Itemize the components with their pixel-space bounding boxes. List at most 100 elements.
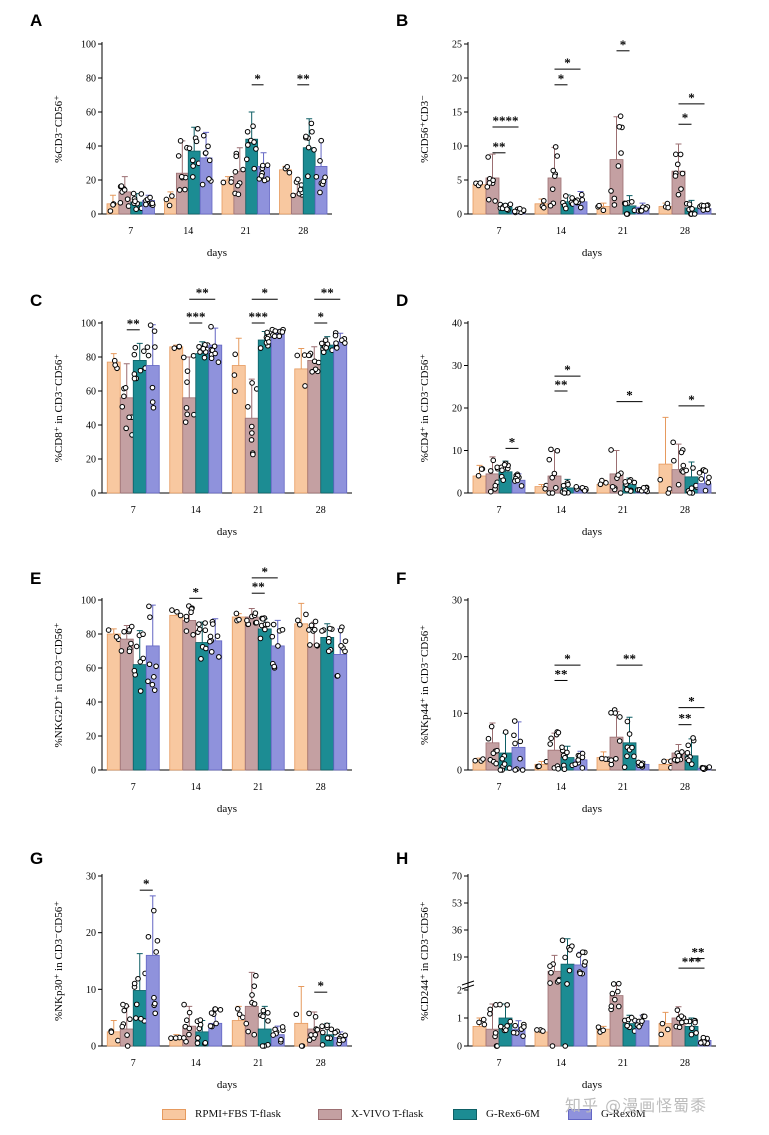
point-c-xvivo-2-1 <box>249 430 255 436</box>
legend-label-xvivo: X-VIVO T-flask <box>351 1108 424 1120</box>
point-g-rpmi-1-2 <box>168 1035 174 1042</box>
point-a-grex66m-1-7 <box>190 174 196 180</box>
point-g-xvivo-2-7 <box>245 1028 251 1035</box>
y-tick-label-c-0: 0 <box>91 489 96 500</box>
error-bar-c-grex66m-0 <box>136 342 143 361</box>
point-c-grex6m-0-6 <box>151 328 158 334</box>
point-g-xvivo-2-4 <box>249 992 255 998</box>
point-b-grex66m-2-3 <box>622 200 629 207</box>
sig-label-d-4: * <box>688 392 695 407</box>
point-e-xvivo-3-2 <box>312 618 319 625</box>
panel-d: D 0 10 20 30 40 %CD4⁺ in CD3⁻CD56⁺ days 7 14 21 28 *… <box>396 291 716 538</box>
point-f-xvivo-2-3 <box>617 714 623 720</box>
point-e-grex66m-0-5 <box>131 667 138 674</box>
error-bar-e-grex6m-0 <box>149 604 156 646</box>
x-tick-label-h-0: 7 <box>497 1058 502 1069</box>
point-d-grex66m-1-3 <box>565 481 571 488</box>
x-tick-label-b-0: 7 <box>497 226 502 237</box>
point-g-rpmi-0-1 <box>108 1029 115 1035</box>
point-e-grex6m-2-6 <box>279 626 286 633</box>
bar-e-grex6m-3 <box>333 654 348 771</box>
point-h-grex66m-3-3 <box>692 1019 698 1026</box>
point-d-xvivo-1-6 <box>553 484 559 491</box>
point-c-xvivo-3-7 <box>315 359 322 366</box>
point-b-xvivo-0-4 <box>492 198 498 204</box>
point-h-grex6m-1-5 <box>582 959 588 965</box>
point-e-xvivo-2-7 <box>252 610 259 616</box>
y-axis-title-h: %CD244⁺ in CD3⁻CD56⁺ <box>419 901 431 1021</box>
point-b-grex66m-1-4 <box>562 193 569 199</box>
bar-h-grex66m-1 <box>560 963 575 1047</box>
point-c-xvivo-0-0 <box>123 425 129 432</box>
point-e-grex66m-2-3 <box>260 616 266 622</box>
error-bar-b-xvivo-3 <box>675 143 682 172</box>
point-c-grex66m-2-0 <box>257 345 264 351</box>
point-f-xvivo-2-4 <box>608 757 615 763</box>
point-b-xvivo-3-3 <box>679 170 686 177</box>
point-c-xvivo-2-5 <box>245 403 251 410</box>
point-d-rpmi-2-2 <box>597 481 604 488</box>
point-e-grex6m-2-1 <box>270 621 277 628</box>
point-c-grex66m-3-5 <box>318 340 325 347</box>
point-d-grex6m-3-4 <box>705 479 712 486</box>
point-g-xvivo-3-7 <box>312 1031 319 1038</box>
point-e-grex6m-3-1 <box>334 672 341 679</box>
bar-e-rpmi-3 <box>294 623 309 771</box>
point-g-grex6m-3-7 <box>340 1037 346 1043</box>
y-tick-label-g-2: 20 <box>86 928 96 939</box>
point-g-grex66m-0-6 <box>138 1015 144 1022</box>
point-f-xvivo-2-0 <box>613 755 619 762</box>
point-h-grex66m-2-5 <box>624 1022 630 1029</box>
y-tick-label-e-4: 80 <box>86 630 96 641</box>
point-f-grex6m-1-5 <box>572 761 579 768</box>
y-tick-label-e-5: 100 <box>81 596 96 607</box>
sig-label-e-2: * <box>262 564 269 579</box>
point-h-grex66m-1-7 <box>566 967 573 974</box>
point-b-grex6m-0-7 <box>517 205 523 212</box>
point-e-xvivo-1-1 <box>190 631 196 638</box>
point-d-xvivo-2-7 <box>615 472 622 478</box>
x-tick-label-g-1: 14 <box>191 1058 201 1069</box>
point-f-grex66m-2-6 <box>631 753 637 760</box>
point-d-grex6m-0-7 <box>514 477 521 484</box>
point-c-grex6m-0-2 <box>149 399 156 405</box>
point-b-xvivo-3-5 <box>672 173 679 179</box>
x-axis-title-g: days <box>217 1079 237 1091</box>
point-d-grex6m-3-1 <box>698 476 705 482</box>
point-b-grex6m-2-7 <box>643 206 649 212</box>
point-c-grex6m-2-7 <box>271 333 278 340</box>
sig-label-h-1: ** <box>692 945 705 960</box>
point-c-grex66m-2-6 <box>264 329 270 336</box>
point-c-grex6m-3-7 <box>333 345 340 351</box>
point-g-grex66m-2-5 <box>265 1010 271 1016</box>
bar-c-grex6m-3 <box>333 341 348 494</box>
point-e-grex66m-1-3 <box>196 626 203 633</box>
sig-label-d-0: * <box>509 434 516 449</box>
point-f-grex66m-3-5 <box>688 761 695 767</box>
point-b-grex6m-1-7 <box>573 199 579 205</box>
sig-label-e-0: * <box>193 584 200 599</box>
point-d-grex66m-2-1 <box>631 479 638 486</box>
legend-item-grex6m: G-Rex6M <box>568 1108 646 1120</box>
point-h-xvivo-2-7 <box>612 996 618 1003</box>
point-b-grex6m-2-6 <box>638 207 645 214</box>
point-f-grex66m-0-4 <box>497 767 504 773</box>
axis-break-mark-h <box>461 980 475 990</box>
bar-b-rpmi-0 <box>472 184 487 215</box>
y-tick-label-e-2: 40 <box>86 698 96 709</box>
point-h-grex66m-3-6 <box>693 1030 699 1036</box>
point-d-xvivo-2-4 <box>608 447 614 453</box>
y-tick-label-f-2: 20 <box>452 652 462 663</box>
point-g-grex6m-1-2 <box>213 1020 219 1027</box>
point-g-xvivo-2-1 <box>253 972 259 979</box>
point-h-xvivo-2-5 <box>609 990 616 997</box>
point-a-rpmi-2-1 <box>228 179 235 185</box>
x-tick-label-c-2: 21 <box>253 505 263 516</box>
point-h-grex6m-0-6 <box>512 1022 518 1029</box>
y-tick-label-h-0: 0 <box>457 1042 462 1053</box>
point-g-xvivo-1-0 <box>181 1001 187 1008</box>
sig-label-b-3: * <box>564 55 571 70</box>
point-a-grex6m-2-4 <box>261 177 268 184</box>
point-b-rpmi-1-0 <box>540 197 547 204</box>
point-a-rpmi-0-1 <box>107 208 114 214</box>
